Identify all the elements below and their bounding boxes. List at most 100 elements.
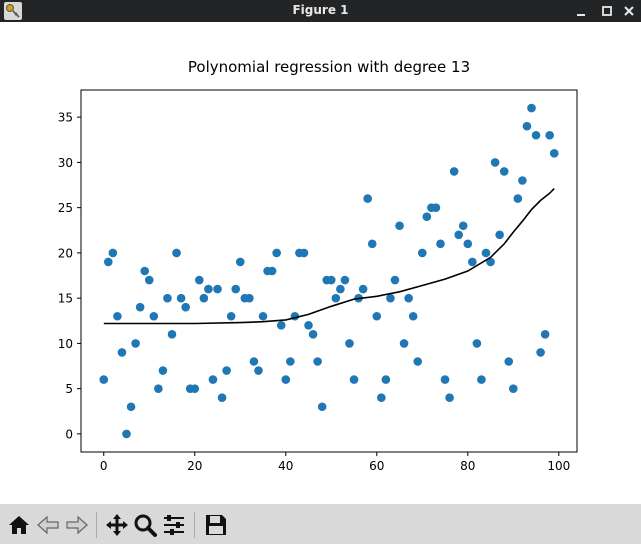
close-icon[interactable]: [620, 2, 638, 20]
data-point: [149, 311, 159, 321]
data-point: [131, 339, 140, 348]
data-point: [113, 311, 122, 321]
axes-frame: [80, 89, 578, 453]
data-point: [422, 212, 432, 221]
regression-line: [103, 188, 555, 325]
y-tick-label: 15: [58, 292, 73, 306]
data-point: [513, 194, 523, 203]
window-title: Figure 1: [292, 3, 349, 17]
data-point: [176, 293, 186, 303]
data-point: [549, 149, 559, 158]
x-tick-label: 40: [278, 459, 293, 473]
minimize-icon[interactable]: [572, 2, 590, 20]
toolbar-separator: [96, 512, 97, 538]
arrow-right-icon: [66, 515, 88, 535]
data-point: [226, 311, 236, 321]
data-point: [299, 248, 309, 258]
data-point: [213, 284, 222, 294]
data-point: [463, 239, 473, 249]
data-point: [308, 330, 318, 339]
data-point: [531, 130, 541, 140]
data-point: [481, 248, 491, 258]
data-point: [440, 375, 450, 384]
y-tick-label: 5: [65, 382, 73, 396]
back-button[interactable]: [35, 512, 61, 538]
data-point: [281, 375, 291, 384]
data-point: [527, 103, 536, 113]
data-point: [326, 275, 336, 285]
data-point: [372, 311, 382, 321]
data-point: [126, 402, 136, 412]
data-point: [477, 375, 486, 384]
data-point: [154, 384, 163, 393]
data-point: [235, 257, 245, 267]
data-point: [222, 366, 231, 375]
arrow-left-icon: [37, 515, 59, 535]
x-tick-label: 80: [460, 459, 475, 473]
forward-button[interactable]: [64, 512, 90, 538]
y-tick-label: 30: [58, 156, 73, 170]
zoom-button[interactable]: [132, 512, 158, 538]
pan-icon: [106, 514, 128, 536]
data-point: [518, 176, 527, 185]
data-point: [140, 266, 150, 276]
figure-canvas[interactable]: Polynomial regression with degree 13 0 20…: [0, 22, 641, 504]
data-point: [417, 248, 427, 258]
data-point: [349, 375, 359, 384]
data-point: [104, 257, 113, 267]
data-point: [181, 302, 190, 312]
maximize-icon[interactable]: [598, 2, 616, 20]
configure-subplots-button[interactable]: [161, 512, 187, 538]
data-point: [399, 339, 409, 348]
data-point: [208, 375, 218, 384]
home-button[interactable]: [6, 512, 32, 538]
data-point: [199, 293, 209, 303]
floppy-disk-icon: [206, 515, 226, 535]
data-point: [267, 266, 277, 276]
data-point: [317, 402, 327, 412]
y-tick-label: 35: [58, 111, 73, 125]
data-point: [436, 239, 445, 249]
data-point: [386, 293, 395, 303]
data-point: [545, 130, 554, 140]
data-point: [468, 257, 477, 267]
y-tick-label: 10: [58, 337, 73, 351]
data-point: [272, 248, 281, 258]
data-point: [395, 221, 404, 231]
data-point: [508, 384, 518, 393]
data-point: [122, 429, 131, 439]
save-button[interactable]: [203, 512, 229, 538]
data-point: [190, 384, 200, 393]
data-point: [381, 375, 391, 384]
data-point: [458, 221, 468, 231]
data-point: [449, 167, 459, 176]
x-tick-label: 0: [100, 459, 108, 473]
y-tick-label: 0: [65, 427, 73, 441]
navigation-toolbar: [0, 504, 641, 544]
x-tick-label: 20: [187, 459, 202, 473]
x-tick-label: 100: [547, 459, 570, 473]
data-point: [231, 284, 241, 294]
data-point: [340, 275, 350, 285]
data-point: [245, 293, 254, 303]
data-point: [445, 393, 454, 403]
data-point: [431, 203, 441, 212]
data-point: [204, 284, 213, 294]
data-point: [99, 375, 109, 384]
app-icon: [4, 2, 22, 20]
data-point: [158, 366, 168, 375]
x-tick-label: 60: [369, 459, 384, 473]
pan-button[interactable]: [104, 512, 130, 538]
data-point: [117, 348, 127, 357]
data-point: [195, 275, 204, 285]
data-point: [163, 293, 172, 303]
data-point: [472, 339, 482, 348]
data-point: [254, 366, 263, 375]
data-point: [249, 357, 259, 366]
data-point: [217, 393, 227, 403]
chart-svg: Polynomial regression with degree 13 0 20…: [58, 58, 578, 473]
chart-title: Polynomial regression with degree 13: [188, 58, 470, 76]
toolbar-separator: [194, 512, 195, 538]
data-point: [495, 230, 504, 240]
data-point: [536, 348, 545, 357]
